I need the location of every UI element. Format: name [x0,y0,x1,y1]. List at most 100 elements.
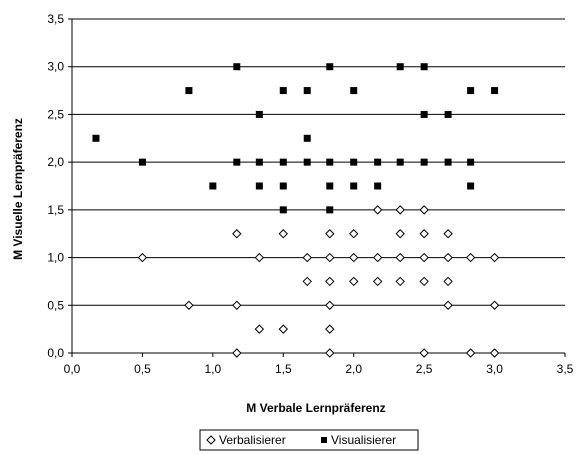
legend-label-verbalisierer: Verbalisierer [219,433,286,447]
point-visualisierer [420,110,428,118]
legend-label-visualisierer: Visualisierer [331,433,396,447]
point-visualisierer [467,158,475,166]
point-verbalisierer [232,300,242,310]
point-verbalisierer [419,276,429,287]
point-verbalisierer [372,276,383,287]
point-visualisierer [396,158,404,166]
point-visualisierer [209,182,217,190]
point-verbalisierer [489,300,500,310]
point-verbalisierer [419,348,429,358]
point-verbalisierer [443,252,453,263]
y-tick-label: 2,0 [47,155,64,169]
point-verbalisierer [278,324,288,334]
point-verbalisierer [372,205,383,215]
point-visualisierer [420,63,428,71]
point-verbalisierer [489,252,500,263]
point-visualisierer [350,182,358,190]
y-tick-label: 0,5 [47,298,64,312]
legend: Verbalisierer Visualisierer [199,429,419,451]
point-verbalisierer [349,276,359,287]
point-visualisierer [279,182,287,190]
point-verbalisierer [232,229,242,239]
legend-frame [199,429,419,451]
point-verbalisierer [254,324,265,334]
point-verbalisierer [278,229,288,239]
point-verbalisierer [325,252,335,263]
point-visualisierer [467,87,475,95]
point-verbalisierer [395,276,405,287]
y-tick-label: 3,0 [47,60,64,74]
point-verbalisierer [465,348,476,358]
legend-marker-visualisierer [321,437,327,443]
gridlines [72,18,565,306]
point-verbalisierer [325,229,335,239]
point-verbalisierer [325,276,335,287]
point-visualisierer [279,158,287,166]
point-verbalisierer [349,229,359,239]
x-tick-label: 0,5 [134,362,151,376]
point-visualisierer [303,87,311,95]
tick-labels: 0,0 0,5 1,0 1,5 2,0 2,5 3,0 3,5 0,0 0,5 1,0 1,5 2,0 2… [47,12,573,376]
point-verbalisierer [395,229,405,239]
point-verbalisierer [465,252,476,263]
y-tick-label: 1,0 [47,251,64,265]
point-visualisierer [185,87,193,95]
x-tick-label: 1,5 [275,362,292,376]
point-visualisierer [467,182,475,190]
point-visualisierer [303,158,311,166]
point-visualisierer [255,110,263,118]
point-visualisierer [444,110,452,118]
point-visualisierer [350,87,358,95]
point-visualisierer [396,63,404,71]
axes [68,18,566,357]
point-verbalisierer [443,229,453,239]
x-tick-label: 2,5 [416,362,433,376]
point-verbalisierer [232,348,242,358]
y-tick-label: 3,5 [47,12,64,26]
y-tick-label: 0,0 [47,346,64,360]
point-verbalisierer [302,252,312,263]
point-verbalisierer [254,252,265,263]
point-verbalisierer [419,229,429,239]
point-visualisierer [326,63,334,71]
point-visualisierer [255,158,263,166]
x-tick-label: 2,0 [345,362,362,376]
point-verbalisierer [137,252,148,263]
point-verbalisierer [325,300,335,310]
point-verbalisierer [419,252,429,263]
x-tick-label: 1,0 [205,362,222,376]
point-visualisierer [326,206,334,214]
point-verbalisierer [325,324,335,334]
point-visualisierer [233,63,241,71]
point-visualisierer [326,158,334,166]
point-verbalisierer [395,252,405,263]
point-visualisierer [491,87,499,95]
point-verbalisierer [443,300,453,310]
point-visualisierer [233,158,241,166]
point-visualisierer [350,158,358,166]
point-visualisierer [279,87,287,95]
x-tick-label: 3,0 [486,362,503,376]
point-visualisierer [279,206,287,214]
point-verbalisierer [349,252,359,263]
point-visualisierer [326,182,334,190]
point-verbalisierer [419,205,429,215]
point-verbalisierer [302,276,312,287]
point-visualisierer [303,134,311,142]
point-verbalisierer [325,348,335,358]
point-visualisierer [255,182,263,190]
x-axis-title: M Verbale Lernpräferenz [246,401,385,415]
point-visualisierer [420,158,428,166]
y-tick-label: 1,5 [47,203,64,217]
legend-marker-verbalisierer [206,435,216,445]
point-verbalisierer [489,348,500,358]
y-tick-label: 2,5 [47,107,64,121]
point-visualisierer [444,158,452,166]
point-verbalisierer [184,300,194,310]
point-verbalisierer [443,276,453,287]
x-tick-label: 3,5 [557,362,574,376]
x-tick-label: 0,0 [64,362,81,376]
data-points [92,63,500,358]
y-axis-title: M Visuelle Lernpräferenz [11,118,25,260]
